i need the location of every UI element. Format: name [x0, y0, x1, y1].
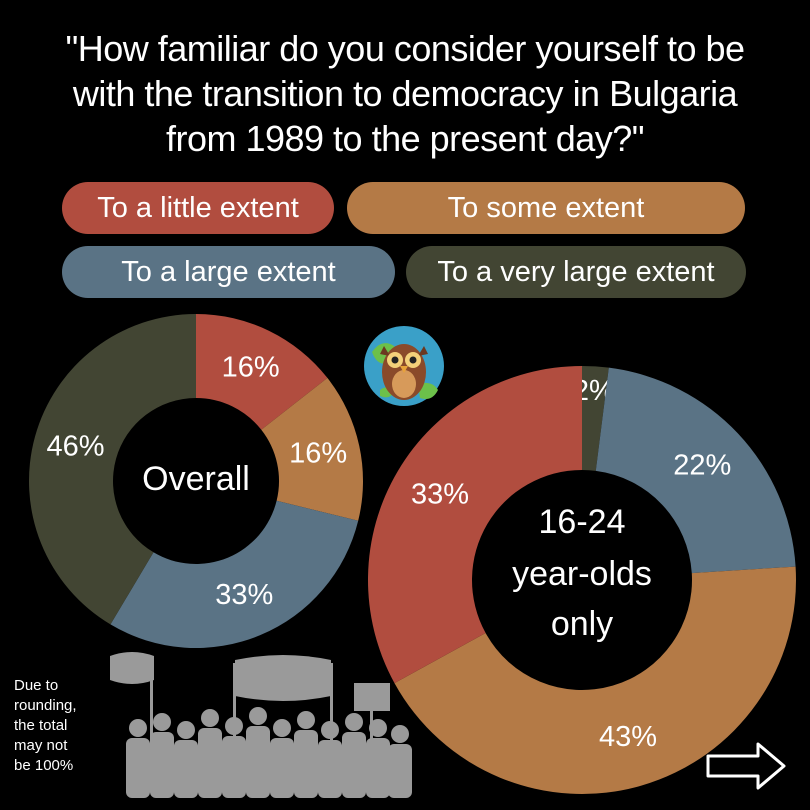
donut-center-label: year-olds [512, 555, 652, 593]
slice-to-some-extent [394, 566, 796, 794]
slice-data-label: 22% [673, 450, 731, 482]
slice-data-label: 46% [46, 430, 104, 462]
slice-to-some-extent [261, 377, 364, 521]
owl-logo-icon [364, 326, 444, 406]
slice-data-label: 43% [599, 721, 657, 753]
donut-center-label: only [551, 605, 613, 643]
slice-to-a-little-extent [196, 314, 328, 430]
slice-to-a-very-large-extent [28, 314, 196, 625]
legend-little-extent: To a little extent [62, 182, 334, 234]
slice-to-a-large-extent [595, 367, 796, 574]
title-line-1: "How familiar do you consider yourself t… [65, 28, 745, 69]
overall-donut: 16% 16% 33% 46% Overall [28, 314, 364, 648]
chart-title: "How familiar do you consider yourself t… [0, 26, 810, 161]
legend-large-extent: To a large extent [62, 246, 395, 298]
title-line-2: with the transition to democracy in Bulg… [72, 73, 738, 114]
legend-some-extent: To some extent [347, 182, 745, 234]
title-line-3: from 1989 to the present day?" [165, 118, 645, 159]
rounding-footnote: Due to rounding, the total may not be 10… [14, 677, 77, 774]
legend-very-large-extent: To a very large extent [406, 246, 746, 298]
next-arrow-icon[interactable] [706, 742, 786, 790]
slice-data-label: 16% [289, 437, 347, 469]
slice-data-label: 16% [222, 351, 280, 383]
slice-to-a-large-extent [110, 500, 359, 648]
slice-data-label: 33% [215, 579, 273, 611]
slice-to-a-little-extent [367, 366, 582, 684]
protest-crowd-icon [110, 652, 412, 798]
donut-center-label: Overall [142, 460, 250, 498]
slice-to-a-very-large-extent [582, 366, 609, 471]
slice-data-label: 33% [411, 479, 469, 511]
donut-center-label: 16-24 [539, 503, 626, 541]
